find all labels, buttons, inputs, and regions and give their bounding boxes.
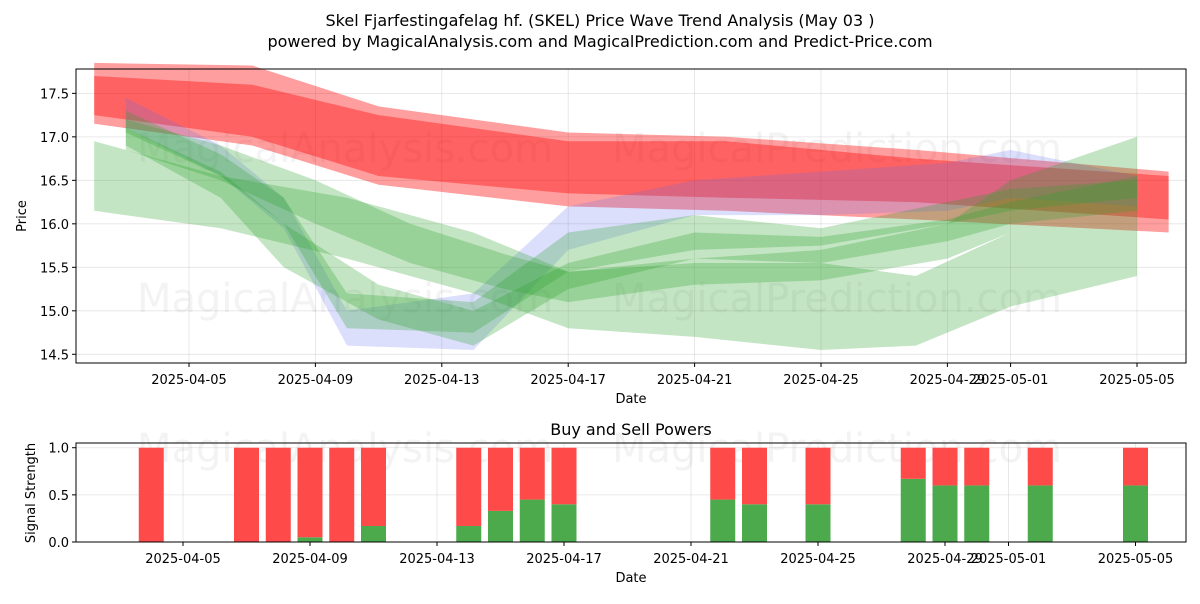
red-wave-band	[94, 76, 1169, 233]
green-wave-band	[125, 119, 1138, 303]
power-x-tick-label: 2025-04-29	[907, 552, 983, 567]
sell-power-bar	[900, 447, 926, 479]
sell-power-bar	[361, 447, 386, 526]
buy-power-bar	[456, 525, 482, 542]
power-x-tick-label: 2025-04-05	[145, 552, 221, 567]
price-x-tick-label: 2025-04-09	[278, 373, 354, 388]
buy-power-bar	[488, 510, 513, 542]
sell-power-bar	[1027, 447, 1053, 486]
power-x-tick-label: 2025-04-25	[780, 552, 856, 567]
sell-power-bar	[964, 447, 990, 486]
watermark-left-2: MagicalAnalysis.com	[137, 276, 553, 322]
price-y-tick-label: 15.0	[40, 305, 69, 320]
buy-power-bar	[805, 504, 831, 542]
buy-power-bar	[964, 485, 990, 542]
sell-power-bar	[234, 447, 259, 542]
price-y-tick-label: 17.0	[40, 131, 69, 146]
power-x-tick-label: 2025-04-13	[399, 552, 475, 567]
sell-power-bar	[297, 447, 323, 538]
price-y-tick-label: 15.5	[40, 261, 69, 276]
price-y-tick-label: 14.5	[40, 348, 69, 363]
buy-power-bar	[1027, 485, 1053, 542]
watermark-right-3: MagicalPrediction.com	[612, 426, 1062, 472]
power-x-axis-label: Date	[615, 571, 646, 586]
power-chart-title: Buy and Sell Powers	[550, 420, 712, 439]
power-x-tick-label: 2025-05-05	[1098, 552, 1174, 567]
price-y-axis-label: Price	[15, 200, 30, 232]
blue-wave-band	[125, 97, 1138, 350]
price-watermarks: MagicalAnalysis.com MagicalPrediction.co…	[137, 126, 1062, 322]
sell-power-bar	[551, 447, 577, 505]
sell-power-bar	[265, 447, 291, 542]
price-y-tick-label: 16.5	[40, 174, 69, 189]
sell-power-bar	[805, 447, 831, 505]
power-x-tick-label: 2025-05-01	[971, 552, 1047, 567]
price-axes: 2025-04-05 2025-04-09 2025-04-13 2025-04-17…	[40, 87, 1175, 388]
sell-power-bar	[138, 447, 164, 542]
sell-power-bar	[456, 447, 482, 526]
buy-power-bar	[900, 478, 926, 542]
watermark-right-1: MagicalPrediction.com	[612, 126, 1062, 172]
sell-power-bar	[329, 447, 355, 542]
buy-power-bar	[551, 504, 577, 542]
price-x-axis-label: Date	[615, 392, 646, 407]
price-x-tick-label: 2025-04-17	[530, 373, 606, 388]
sell-power-bar	[1123, 447, 1148, 486]
power-y-tick-label: 1.0	[48, 442, 69, 457]
power-x-tick-label: 2025-04-21	[653, 552, 729, 567]
buy-power-bar	[361, 525, 386, 542]
sell-power-bar	[742, 447, 767, 505]
buy-power-bar	[1123, 485, 1148, 542]
buy-power-bar	[710, 499, 736, 542]
price-grid	[76, 69, 1186, 363]
sell-power-bar	[488, 447, 513, 511]
price-x-tick-label: 2025-04-13	[404, 373, 480, 388]
power-y-tick-label: 0.0	[48, 536, 69, 551]
price-x-tick-label: 2025-04-05	[151, 373, 227, 388]
price-x-tick-label: 2025-04-25	[783, 373, 859, 388]
power-y-axis-label: Signal Strength	[24, 443, 39, 543]
power-axes: 2025-04-05 2025-04-09 2025-04-13 2025-04-17…	[48, 442, 1173, 567]
green-wave-band	[94, 141, 1138, 350]
power-plot-frame	[75, 442, 1187, 543]
green-wave-band	[125, 110, 1138, 333]
red-wave-band	[94, 62, 1169, 220]
power-y-tick-label: 0.5	[48, 489, 69, 504]
power-x-tick-label: 2025-04-09	[272, 552, 348, 567]
chart-title-line2: powered by MagicalAnalysis.com and Magic…	[267, 32, 932, 51]
sell-power-bar	[932, 447, 958, 486]
sell-power-bar	[710, 447, 736, 500]
price-plot-frame	[75, 68, 1187, 364]
watermark-right-2: MagicalPrediction.com	[612, 276, 1062, 322]
price-x-tick-label: 2025-04-29	[910, 373, 986, 388]
price-x-tick-label: 2025-04-21	[657, 373, 733, 388]
price-bands	[94, 62, 1169, 350]
price-y-tick-label: 16.0	[40, 218, 69, 233]
buy-power-bar	[932, 485, 958, 542]
price-x-tick-label: 2025-05-05	[1099, 373, 1175, 388]
buy-power-bar	[742, 504, 767, 542]
watermark-left-1: MagicalAnalysis.com	[137, 126, 553, 172]
buy-power-bar	[297, 537, 323, 542]
price-y-tick-label: 17.5	[40, 87, 69, 102]
buy-power-bar	[519, 499, 545, 542]
green-wave-band	[125, 128, 1138, 346]
price-x-tick-label: 2025-05-01	[973, 373, 1049, 388]
power-x-tick-label: 2025-04-17	[526, 552, 602, 567]
power-bars	[138, 447, 1148, 542]
sell-power-bar	[519, 447, 545, 500]
chart-title-line1: Skel Fjarfestingafelag hf. (SKEL) Price …	[326, 11, 875, 30]
